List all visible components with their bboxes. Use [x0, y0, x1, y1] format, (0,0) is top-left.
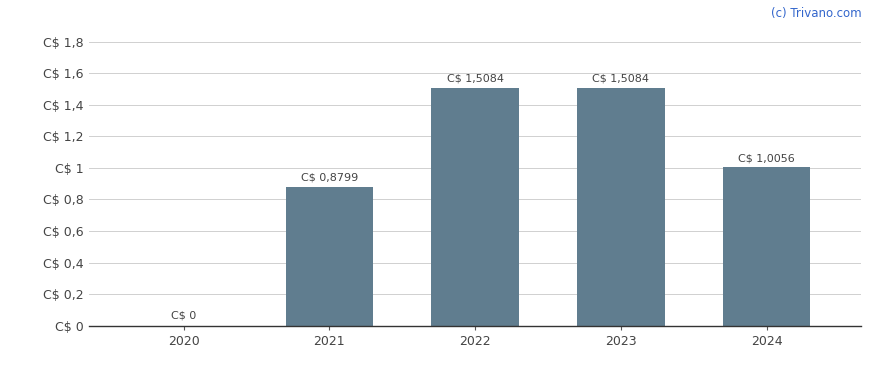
Bar	[286, 187, 373, 326]
Text: (c) Trivano.com: (c) Trivano.com	[771, 7, 861, 20]
Text: C$ 1,5084: C$ 1,5084	[592, 74, 649, 84]
Text: C$ 0: C$ 0	[170, 311, 196, 321]
Text: C$ 1,5084: C$ 1,5084	[447, 74, 503, 84]
Bar	[723, 167, 811, 326]
Bar	[432, 88, 519, 326]
Text: C$ 0,8799: C$ 0,8799	[301, 173, 358, 183]
Bar	[577, 88, 664, 326]
Text: C$ 1,0056: C$ 1,0056	[738, 153, 795, 163]
